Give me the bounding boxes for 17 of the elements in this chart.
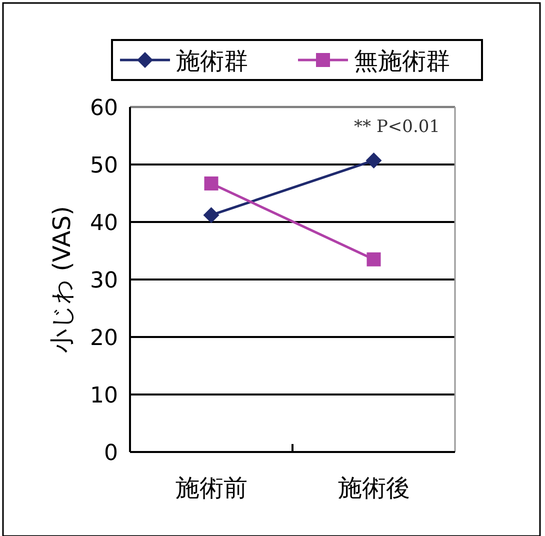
y-tick-label: 40 [90,211,118,236]
point [204,176,218,190]
legend-label: 無施術群 [354,47,450,75]
x-tick-label: 施術後 [338,474,410,502]
y-tick-label: 30 [90,268,118,294]
point [366,152,382,168]
legend-label: 施術群 [176,47,248,75]
y-tick-label: 20 [90,326,118,351]
x-tick-label: 施術前 [175,474,248,502]
y-tick-label: 0 [104,441,118,466]
y-axis-title: 小じわ (VAS) [48,206,76,353]
point [203,207,220,224]
annotation: ** P<0.01 [354,117,440,137]
y-tick-label: 60 [90,96,118,121]
y-tick-label: 10 [90,384,118,408]
y-tick-label: 50 [90,154,118,178]
point [366,252,381,266]
